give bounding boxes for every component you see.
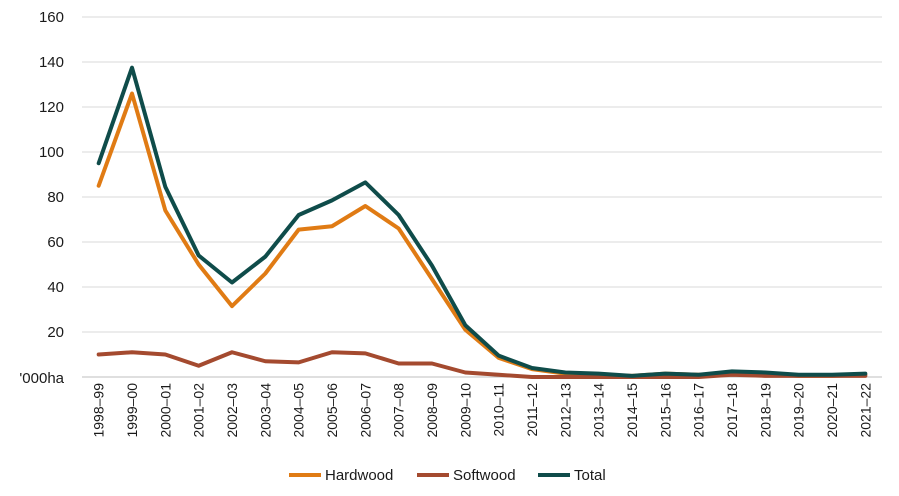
data-point-total <box>430 264 434 268</box>
x-tick-label: 2014–15 <box>624 383 640 438</box>
x-tick-label: 2010–11 <box>491 383 507 437</box>
data-point-total <box>197 254 201 258</box>
data-point-total <box>563 371 567 375</box>
data-point-softwood <box>197 364 201 368</box>
data-point-softwood <box>397 362 401 366</box>
data-point-softwood <box>263 359 267 363</box>
x-tick-label: 2011–12 <box>524 383 540 437</box>
data-point-total <box>597 372 601 376</box>
y-tick-label: 40 <box>47 279 64 296</box>
y-axis-unit-label: '000ha <box>19 370 64 387</box>
y-tick-label: 120 <box>39 99 64 116</box>
data-point-softwood <box>297 360 301 364</box>
x-tick-label: 2009–10 <box>457 383 473 438</box>
data-point-total <box>363 180 367 184</box>
data-point-total <box>797 373 801 377</box>
data-point-hardwood <box>263 272 267 276</box>
series-hardwood <box>96 91 868 378</box>
data-point-softwood <box>563 375 567 379</box>
data-point-hardwood <box>363 204 367 208</box>
x-tick-label: 2020–21 <box>824 383 840 438</box>
x-tick-label: 2004–05 <box>291 383 307 438</box>
data-point-softwood <box>363 351 367 355</box>
x-tick-label: 2008–09 <box>424 383 440 438</box>
series-softwood <box>96 350 868 379</box>
x-tick-label: 2007–08 <box>391 383 407 438</box>
data-point-softwood <box>530 375 534 379</box>
data-point-softwood <box>497 373 501 377</box>
data-point-total <box>530 366 534 370</box>
x-tick-label: 1999–00 <box>124 383 140 438</box>
data-point-softwood <box>463 371 467 375</box>
y-tick-label: 100 <box>39 144 64 161</box>
data-point-hardwood <box>163 209 167 213</box>
data-point-hardwood <box>230 304 234 308</box>
x-tick-label: 2000–01 <box>157 383 173 438</box>
data-point-hardwood <box>197 263 201 267</box>
y-tick-label: 140 <box>39 54 64 71</box>
series-line-hardwood <box>96 91 868 378</box>
x-tick-label: 2001–02 <box>191 383 207 438</box>
x-tick-label: 2018–19 <box>757 383 773 438</box>
series-line-total <box>96 65 868 378</box>
x-tick-label: 2019–20 <box>791 383 807 438</box>
data-point-hardwood <box>97 184 101 188</box>
x-tick-label: 2005–06 <box>324 383 340 438</box>
y-tick-label: 60 <box>47 234 64 251</box>
y-tick-label: 160 <box>39 9 64 26</box>
legend-label-softwood: Softwood <box>453 467 516 484</box>
data-point-total <box>663 372 667 376</box>
data-point-softwood <box>230 350 234 354</box>
data-point-total <box>463 323 467 327</box>
y-tick-label: 20 <box>47 324 64 341</box>
data-point-hardwood <box>130 92 134 96</box>
data-point-hardwood <box>430 277 434 281</box>
x-tick-label: 2015–16 <box>657 383 673 438</box>
legend-label-hardwood: Hardwood <box>325 467 393 484</box>
data-point-total <box>130 66 134 70</box>
x-axis-tick-labels: 1998–99 1999–00 2000–01 2001–02 2002–03 2003–… <box>91 383 874 438</box>
data-point-softwood <box>430 362 434 366</box>
data-point-total <box>863 372 867 376</box>
legend: Hardwood Softwood Total <box>289 467 606 484</box>
data-point-total <box>163 185 167 189</box>
data-point-total <box>830 373 834 377</box>
y-tick-label: 80 <box>47 189 64 206</box>
legend-label-total: Total <box>574 467 606 484</box>
data-point-softwood <box>130 350 134 354</box>
data-point-hardwood <box>397 227 401 231</box>
data-point-total <box>763 371 767 375</box>
data-point-total <box>397 213 401 217</box>
gridlines <box>82 16 882 333</box>
x-tick-label: 2012–13 <box>557 383 573 438</box>
data-point-total <box>630 374 634 378</box>
data-point-total <box>330 198 334 202</box>
x-tick-label: 2003–04 <box>257 383 273 438</box>
x-tick-label: 1998–99 <box>91 383 107 438</box>
data-point-total <box>230 281 234 285</box>
x-tick-label: 2017–18 <box>724 383 740 438</box>
data-point-total <box>263 255 267 259</box>
y-axis-tick-labels: 20 40 60 80 100 120 140 160 <box>39 9 64 341</box>
x-tick-label: 2021–22 <box>857 383 873 438</box>
x-tick-label: 2006–07 <box>357 383 373 438</box>
data-point-hardwood <box>330 224 334 228</box>
x-tick-label: 2002–03 <box>224 383 240 438</box>
data-point-total <box>730 369 734 373</box>
series-line-softwood <box>96 350 868 379</box>
data-point-softwood <box>163 353 167 357</box>
data-point-total <box>497 354 501 358</box>
data-point-softwood <box>330 350 334 354</box>
data-point-total <box>697 373 701 377</box>
x-tick-label: 2013–14 <box>591 383 607 438</box>
data-point-softwood <box>97 353 101 357</box>
series-total <box>96 65 868 378</box>
x-tick-label: 2016–17 <box>691 383 707 438</box>
data-point-total <box>97 161 101 165</box>
series-lines <box>96 65 868 379</box>
data-point-hardwood <box>297 228 301 232</box>
data-point-total <box>297 213 301 217</box>
